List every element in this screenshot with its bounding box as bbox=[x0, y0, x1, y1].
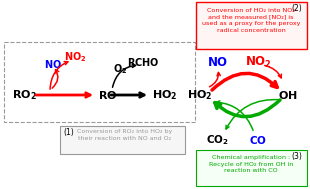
Text: $\mathbf{O_2}$: $\mathbf{O_2}$ bbox=[113, 62, 127, 76]
Text: $\mathbf{OH}$: $\mathbf{OH}$ bbox=[278, 89, 298, 101]
Text: Chemical amplification :
Recycle of HO₂ from OH in
reaction with CO: Chemical amplification : Recycle of HO₂ … bbox=[209, 155, 293, 173]
FancyBboxPatch shape bbox=[196, 2, 307, 49]
Text: $\mathbf{RO_2}$: $\mathbf{RO_2}$ bbox=[12, 88, 37, 102]
Text: $\mathbf{HO_2}$: $\mathbf{HO_2}$ bbox=[152, 88, 178, 102]
Text: $\mathbf{CO_2}$: $\mathbf{CO_2}$ bbox=[206, 133, 228, 147]
Text: Conversion of RO₂ into HO₂ by
their reaction with NO and O₂: Conversion of RO₂ into HO₂ by their reac… bbox=[78, 129, 173, 141]
Text: $\mathbf{NO}$: $\mathbf{NO}$ bbox=[44, 58, 62, 70]
Text: $\mathbf{RCHO}$: $\mathbf{RCHO}$ bbox=[127, 56, 159, 68]
Text: $\mathbf{NO}$: $\mathbf{NO}$ bbox=[207, 56, 228, 68]
Text: $\mathbf{NO_2}$: $\mathbf{NO_2}$ bbox=[245, 54, 272, 70]
Text: $\mathbf{HO_2}$: $\mathbf{HO_2}$ bbox=[187, 88, 213, 102]
FancyBboxPatch shape bbox=[196, 150, 307, 186]
Text: $\mathbf{CO}$: $\mathbf{CO}$ bbox=[249, 134, 267, 146]
Text: (1): (1) bbox=[63, 128, 74, 137]
FancyBboxPatch shape bbox=[60, 126, 185, 154]
Text: (2): (2) bbox=[291, 4, 302, 13]
Text: Conversion of HO₂ into NO₂
and the measured [NO₂] is
used as a proxy for the per: Conversion of HO₂ into NO₂ and the measu… bbox=[202, 8, 300, 33]
Text: (3): (3) bbox=[291, 152, 302, 161]
Text: $\mathbf{NO_2}$: $\mathbf{NO_2}$ bbox=[64, 50, 86, 64]
Text: $\mathbf{RO}$: $\mathbf{RO}$ bbox=[98, 89, 117, 101]
